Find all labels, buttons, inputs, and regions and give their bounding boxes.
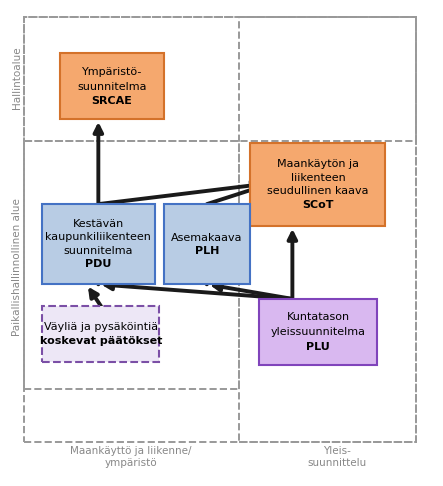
Text: SRCAE: SRCAE	[92, 96, 132, 106]
Bar	[60, 53, 164, 119]
Text: suunnitelma: suunnitelma	[64, 246, 133, 256]
Text: PLU: PLU	[306, 342, 330, 351]
Text: Maankäytön ja: Maankäytön ja	[277, 159, 359, 169]
Bar	[259, 299, 377, 364]
Text: Kestävän: Kestävän	[73, 219, 124, 228]
Text: seudullinen kaava: seudullinen kaava	[267, 187, 369, 196]
Text: SCoT: SCoT	[302, 200, 334, 210]
Text: yleissuunnitelma: yleissuunnitelma	[271, 327, 365, 337]
Text: Paikallishallinnollinen alue: Paikallishallinnollinen alue	[12, 198, 22, 336]
Text: Ympäristö-: Ympäristö-	[82, 67, 142, 77]
Text: Asemakaava: Asemakaava	[171, 233, 243, 243]
Text: Hallintoalue: Hallintoalue	[12, 47, 22, 109]
Text: PDU: PDU	[85, 260, 112, 269]
Text: PLH: PLH	[194, 246, 219, 256]
Bar	[239, 17, 416, 442]
Bar	[24, 141, 239, 389]
Bar	[42, 306, 159, 362]
Text: liikenteen: liikenteen	[291, 173, 346, 183]
Text: suunnitelma: suunnitelma	[78, 82, 147, 91]
Bar	[24, 17, 416, 442]
Bar	[24, 17, 416, 141]
Text: kaupunkiliikenteen: kaupunkiliikenteen	[46, 232, 151, 242]
Text: koskevat päätökset: koskevat päätökset	[40, 336, 162, 346]
Text: Väyliä ja pysäköintiä: Väyliä ja pysäköintiä	[44, 322, 158, 331]
Bar	[250, 143, 385, 226]
Bar	[42, 204, 155, 284]
Text: Maankäyttö ja liikenne/
ympäristö: Maankäyttö ja liikenne/ ympäristö	[70, 446, 191, 468]
Bar	[164, 204, 250, 284]
Text: Yleis-
suunnittelu: Yleis- suunnittelu	[307, 446, 366, 468]
Text: Kuntatason: Kuntatason	[287, 312, 350, 322]
